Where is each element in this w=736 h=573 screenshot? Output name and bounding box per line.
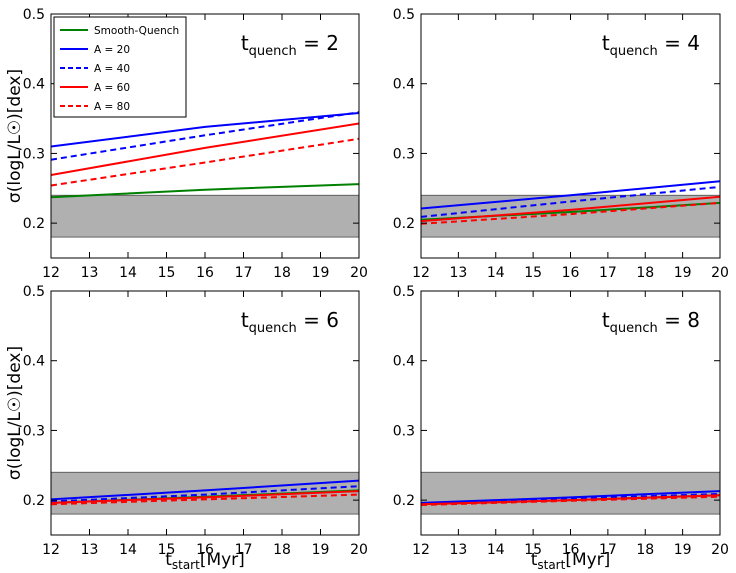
y-tick-label: 0.2 (23, 216, 45, 232)
y-tick-label: 0.2 (393, 216, 415, 232)
series-line-a-40 (51, 485, 359, 503)
y-axis-label: σ(logL/L☉)[dex] (5, 69, 25, 203)
x-tick-label: 18 (636, 542, 654, 558)
x-tick-label: 12 (412, 265, 430, 281)
y-tick-label: 0.3 (23, 423, 45, 439)
x-tick-label: 16 (196, 265, 214, 281)
x-axis-label: tstart[Myr] (165, 550, 245, 572)
x-tick-label: 15 (524, 265, 542, 281)
x-tick-label: 20 (711, 542, 729, 558)
x-tick-label: 20 (350, 265, 368, 281)
y-tick-label: 0.4 (393, 77, 415, 93)
series-line-a-60 (421, 195, 720, 223)
x-tick-label: 14 (487, 265, 505, 281)
x-tick-label: 18 (273, 542, 291, 558)
x-tick-label: 16 (562, 542, 580, 558)
x-tick-label: 17 (235, 265, 253, 281)
series-line-a-20 (421, 180, 720, 210)
y-tick-label: 0.3 (23, 146, 45, 162)
y-tick-label: 0.2 (23, 493, 45, 509)
x-tick-label: 18 (636, 265, 654, 281)
legend: Smooth-Quench A = 20 A = 40 A = 60 A = 80 (53, 16, 187, 118)
series-line-a-80 (51, 493, 359, 506)
x-tick-label: 20 (711, 265, 729, 281)
chart-panel-4: 12 13 14 15 16 17 18 19 20 0.2 0.3 0.4 0.5 tquench = … (393, 284, 729, 558)
legend-label: A = 80 (94, 101, 130, 113)
y-tick-label: 0.4 (23, 354, 45, 370)
x-tick-label: 18 (273, 265, 291, 281)
panel-title: tquench = 8 (602, 308, 700, 336)
x-tick-label: 12 (42, 265, 60, 281)
x-tick-label: 17 (235, 542, 253, 558)
x-tick-label: 13 (81, 542, 99, 558)
series-line-a-60 (51, 490, 359, 504)
x-tick-label: 15 (158, 265, 176, 281)
x-tick-label: 16 (196, 542, 214, 558)
y-tick-label: 0.4 (393, 354, 415, 370)
x-axis-label: tstart[Myr] (531, 550, 611, 572)
y-tick-label: 0.5 (393, 7, 415, 23)
chart-panel-1: 12 13 14 15 16 17 18 19 20 0.2 0.3 0.4 0.5 tquench = … (23, 7, 368, 281)
y-tick-label: 0.4 (23, 77, 45, 93)
x-tick-label: 13 (449, 265, 467, 281)
x-tick-label: 14 (119, 542, 137, 558)
panel-title: tquench = 2 (241, 31, 339, 59)
y-tick-label: 0.5 (23, 284, 45, 300)
y-tick-label: 0.5 (23, 7, 45, 23)
legend-label: Smooth-Quench (94, 25, 179, 37)
x-tick-label: 14 (119, 265, 137, 281)
y-tick-label: 0.3 (393, 423, 415, 439)
x-tick-label: 15 (158, 542, 176, 558)
x-tick-label: 14 (487, 542, 505, 558)
series-line-a-20 (51, 479, 359, 501)
x-tick-label: 19 (312, 542, 330, 558)
y-axis-label: σ(logL/L☉)[dex] (5, 346, 25, 480)
series-line-a-40 (421, 185, 720, 218)
panel-title: tquench = 6 (241, 308, 339, 336)
y-tick-label: 0.2 (393, 493, 415, 509)
x-tick-label: 19 (312, 265, 330, 281)
series-line-a-40 (51, 111, 359, 161)
series-line-a-60 (51, 122, 359, 176)
legend-label: A = 60 (94, 82, 130, 94)
chart-panel-2: 12 13 14 15 16 17 18 19 20 0.2 0.3 0.4 0.5 tquench = … (393, 7, 729, 281)
y-tick-label: 0.3 (393, 146, 415, 162)
series-line-a-60 (421, 494, 720, 506)
x-tick-label: 19 (674, 542, 692, 558)
x-tick-label: 12 (42, 542, 60, 558)
x-tick-label: 13 (449, 542, 467, 558)
series-line-a-20 (51, 112, 359, 148)
observed-band (50, 194, 360, 238)
panel-title: tquench = 4 (602, 31, 700, 59)
x-tick-label: 13 (81, 265, 99, 281)
x-tick-label: 16 (562, 265, 580, 281)
chart-panel-3: 12 13 14 15 16 17 18 19 20 0.2 0.3 0.4 0.5 tquench = … (23, 284, 368, 558)
legend-label: A = 40 (94, 63, 130, 75)
series-line-a-80 (51, 137, 359, 187)
series-line-a-20 (421, 490, 720, 504)
x-tick-label: 20 (350, 542, 368, 558)
legend-label: A = 20 (94, 44, 130, 56)
x-tick-label: 19 (674, 265, 692, 281)
y-tick-label: 0.5 (393, 284, 415, 300)
x-tick-label: 17 (599, 265, 617, 281)
x-tick-label: 12 (412, 542, 430, 558)
x-tick-label: 17 (599, 542, 617, 558)
series-line-smooth-quench (51, 183, 359, 199)
x-tick-label: 15 (524, 542, 542, 558)
